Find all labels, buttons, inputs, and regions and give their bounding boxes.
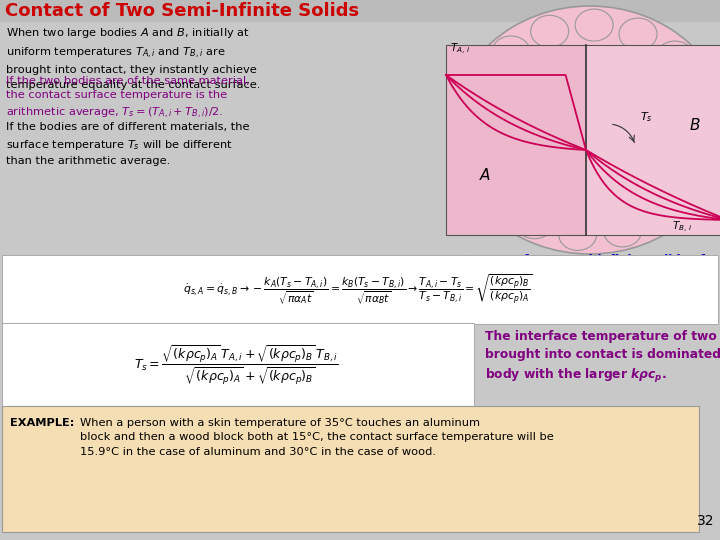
Ellipse shape — [454, 107, 491, 139]
Ellipse shape — [559, 218, 597, 251]
Ellipse shape — [689, 114, 720, 146]
Text: $T_s = \dfrac{\sqrt{(k\rho c_p)_A}\,T_{A,i} + \sqrt{(k\rho c_p)_B}\,T_{B,i}}{\sq: $T_s = \dfrac{\sqrt{(k\rho c_p)_A}\,T_{A… — [134, 343, 338, 387]
Text: $T_{A,\,i}$: $T_{A,\,i}$ — [450, 42, 470, 57]
Text: When two large bodies $A$ and $B$, initially at
uniform temperatures $T_{A,i}$ a: When two large bodies $A$ and $B$, initi… — [6, 26, 261, 90]
FancyBboxPatch shape — [446, 45, 586, 235]
Ellipse shape — [575, 9, 613, 41]
Text: A: A — [480, 168, 490, 183]
Ellipse shape — [516, 207, 554, 239]
Ellipse shape — [603, 215, 642, 247]
Text: $T_s$: $T_s$ — [640, 110, 652, 124]
Ellipse shape — [673, 166, 711, 199]
Ellipse shape — [644, 197, 682, 229]
Text: If the bodies are of different materials, the
surface temperature $T_s$ will be : If the bodies are of different materials… — [6, 122, 250, 166]
Ellipse shape — [619, 18, 657, 50]
Ellipse shape — [492, 36, 530, 68]
Text: $\dot{q}_{s,A} = \dot{q}_{s,B} \rightarrow -\dfrac{k_A(T_s - T_{A,i})}{\sqrt{\pi: $\dot{q}_{s,A} = \dot{q}_{s,B} \rightarr… — [183, 272, 533, 306]
Ellipse shape — [688, 129, 720, 160]
Ellipse shape — [481, 181, 518, 213]
Text: The interface temperature of two bodies
brought into contact is dominated by the: The interface temperature of two bodies … — [485, 330, 720, 385]
Ellipse shape — [459, 146, 497, 178]
Ellipse shape — [531, 15, 569, 48]
FancyBboxPatch shape — [2, 255, 718, 324]
Ellipse shape — [680, 75, 719, 107]
FancyBboxPatch shape — [0, 0, 720, 22]
Text: Contact of two semi-infinite solids of
different initial temperatures.: Contact of two semi-infinite solids of d… — [459, 254, 704, 284]
FancyBboxPatch shape — [0, 22, 432, 252]
FancyBboxPatch shape — [2, 406, 699, 532]
Ellipse shape — [465, 68, 503, 100]
Ellipse shape — [656, 41, 694, 73]
FancyBboxPatch shape — [2, 323, 474, 407]
Text: EXAMPLE:: EXAMPLE: — [10, 418, 74, 428]
Text: When a person with a skin temperature of 35°C touches an aluminum
block and then: When a person with a skin temperature of… — [80, 418, 554, 457]
Text: 32: 32 — [696, 514, 714, 528]
Text: $T_{B,\,i}$: $T_{B,\,i}$ — [672, 220, 692, 235]
Ellipse shape — [451, 6, 720, 254]
FancyBboxPatch shape — [586, 45, 720, 235]
Text: If the two bodies are of the same material,
the contact surface temperature is t: If the two bodies are of the same materi… — [6, 76, 250, 121]
Text: Contact of Two Semi-Infinite Solids: Contact of Two Semi-Infinite Solids — [5, 2, 359, 20]
Text: B: B — [690, 118, 701, 133]
